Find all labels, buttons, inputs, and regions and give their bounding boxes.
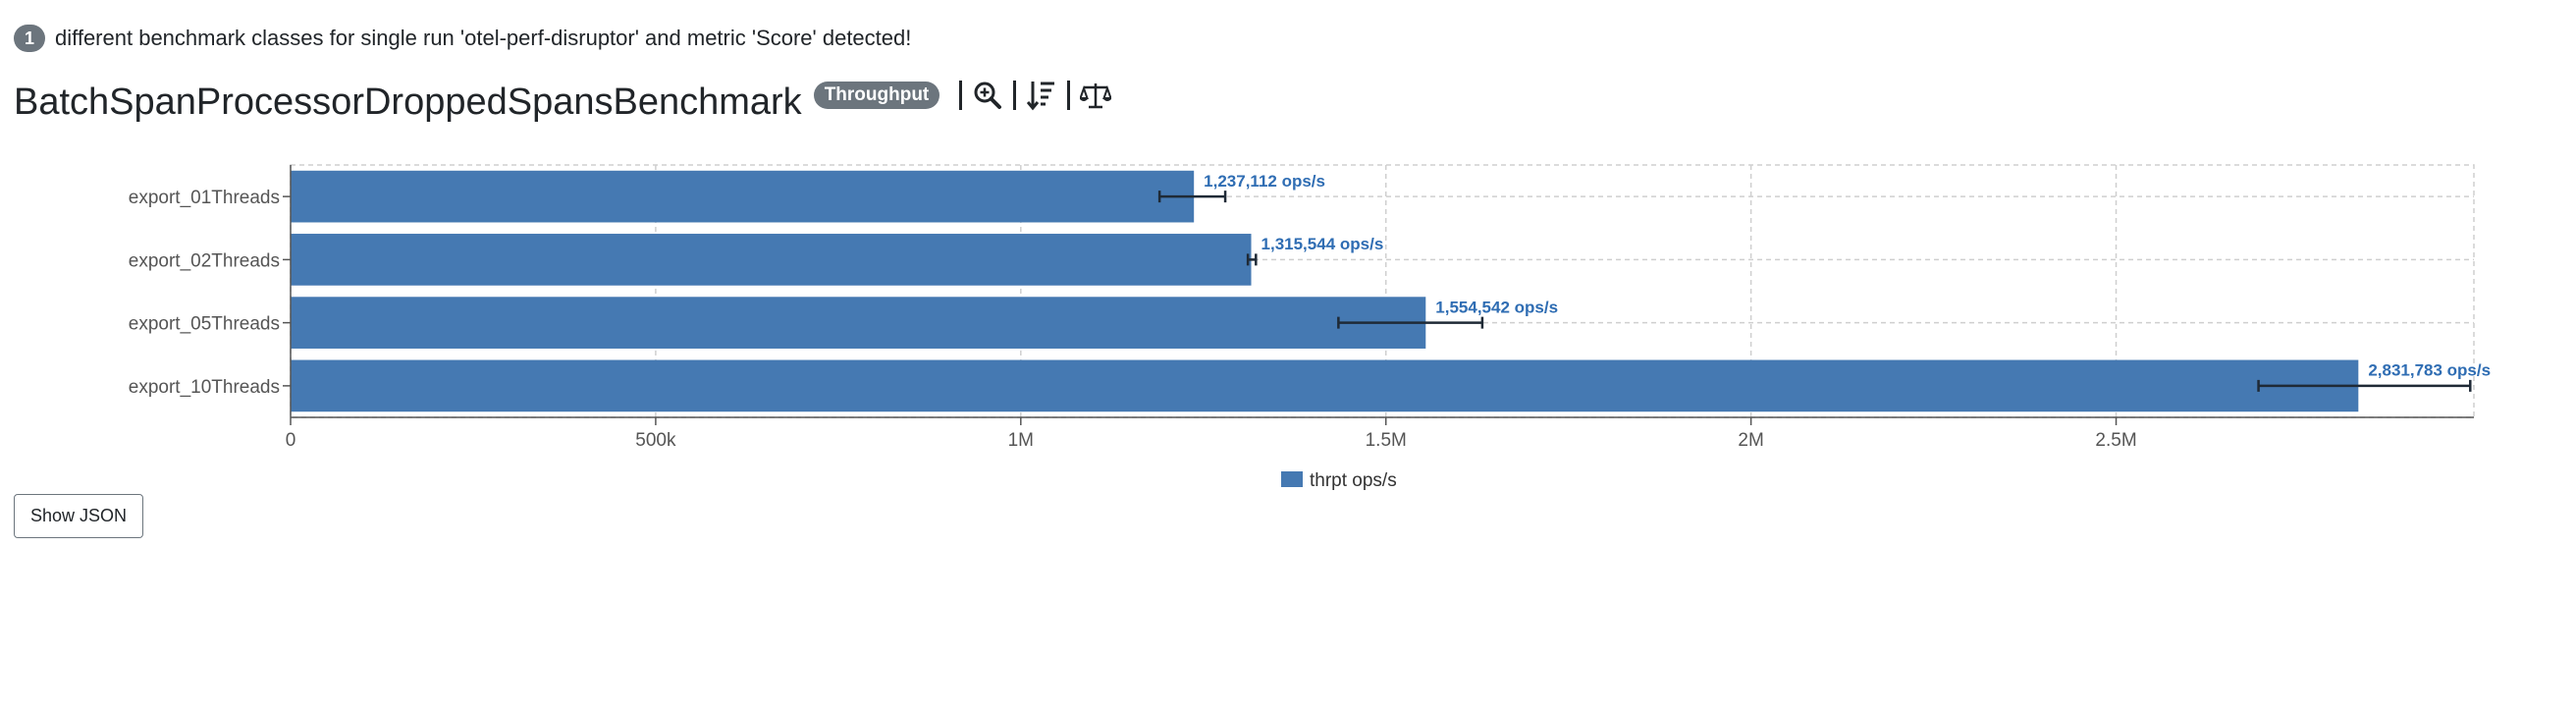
chart-toolbar — [949, 80, 1112, 111]
benchmark-bar-chart: 1,237,112 ops/s export_01Threads 1,315,544… — [129, 164, 2491, 491]
legend-label: thrpt ops/s — [1310, 470, 1397, 491]
toolbar-divider — [959, 81, 963, 110]
bar-export_05Threads — [291, 297, 1426, 349]
sort-icon[interactable] — [1026, 80, 1057, 111]
count-badge: 1 — [14, 25, 45, 52]
y-tick-label: export_05Threads — [129, 314, 280, 335]
x-tick-label: 1M — [1008, 430, 1034, 451]
legend: thrpt ops/s — [1281, 470, 1397, 491]
legend-swatch — [1281, 471, 1303, 487]
benchmark-notice: 1 different benchmark classes for single… — [14, 24, 911, 53]
x-tick-label: 500k — [635, 430, 676, 451]
title-row: BatchSpanProcessorDroppedSpansBenchmark … — [14, 77, 1112, 128]
y-tick-label: export_01Threads — [129, 188, 280, 208]
toolbar-divider — [1013, 81, 1017, 110]
x-tick-label: 2M — [1738, 430, 1763, 451]
data-label: 1,554,542 ops/s — [1435, 298, 1558, 316]
y-tick-label: export_10Threads — [129, 377, 280, 398]
page-title: BatchSpanProcessorDroppedSpansBenchmark — [14, 81, 802, 123]
zoom-icon[interactable] — [972, 80, 1003, 111]
toolbar-divider — [1067, 81, 1071, 110]
notice-text: different benchmark classes for single r… — [55, 26, 912, 50]
y-tick-label: export_02Threads — [129, 250, 280, 271]
bar-export_02Threads — [291, 234, 1252, 286]
x-tick-label: 1.5M — [1366, 430, 1407, 451]
data-label: 2,831,783 ops/s — [2368, 361, 2491, 380]
compare-icon[interactable] — [1080, 80, 1112, 111]
mode-badge: Throughput — [813, 82, 940, 109]
data-label: 1,315,544 ops/s — [1261, 235, 1384, 253]
bar-export_10Threads — [291, 359, 2359, 412]
show-json-button[interactable]: Show JSON — [14, 494, 143, 538]
x-tick-label: 2.5M — [2095, 430, 2136, 451]
data-label: 1,237,112 ops/s — [1204, 172, 1325, 191]
x-tick-label: 0 — [286, 430, 296, 451]
bar-export_01Threads — [291, 170, 1195, 223]
